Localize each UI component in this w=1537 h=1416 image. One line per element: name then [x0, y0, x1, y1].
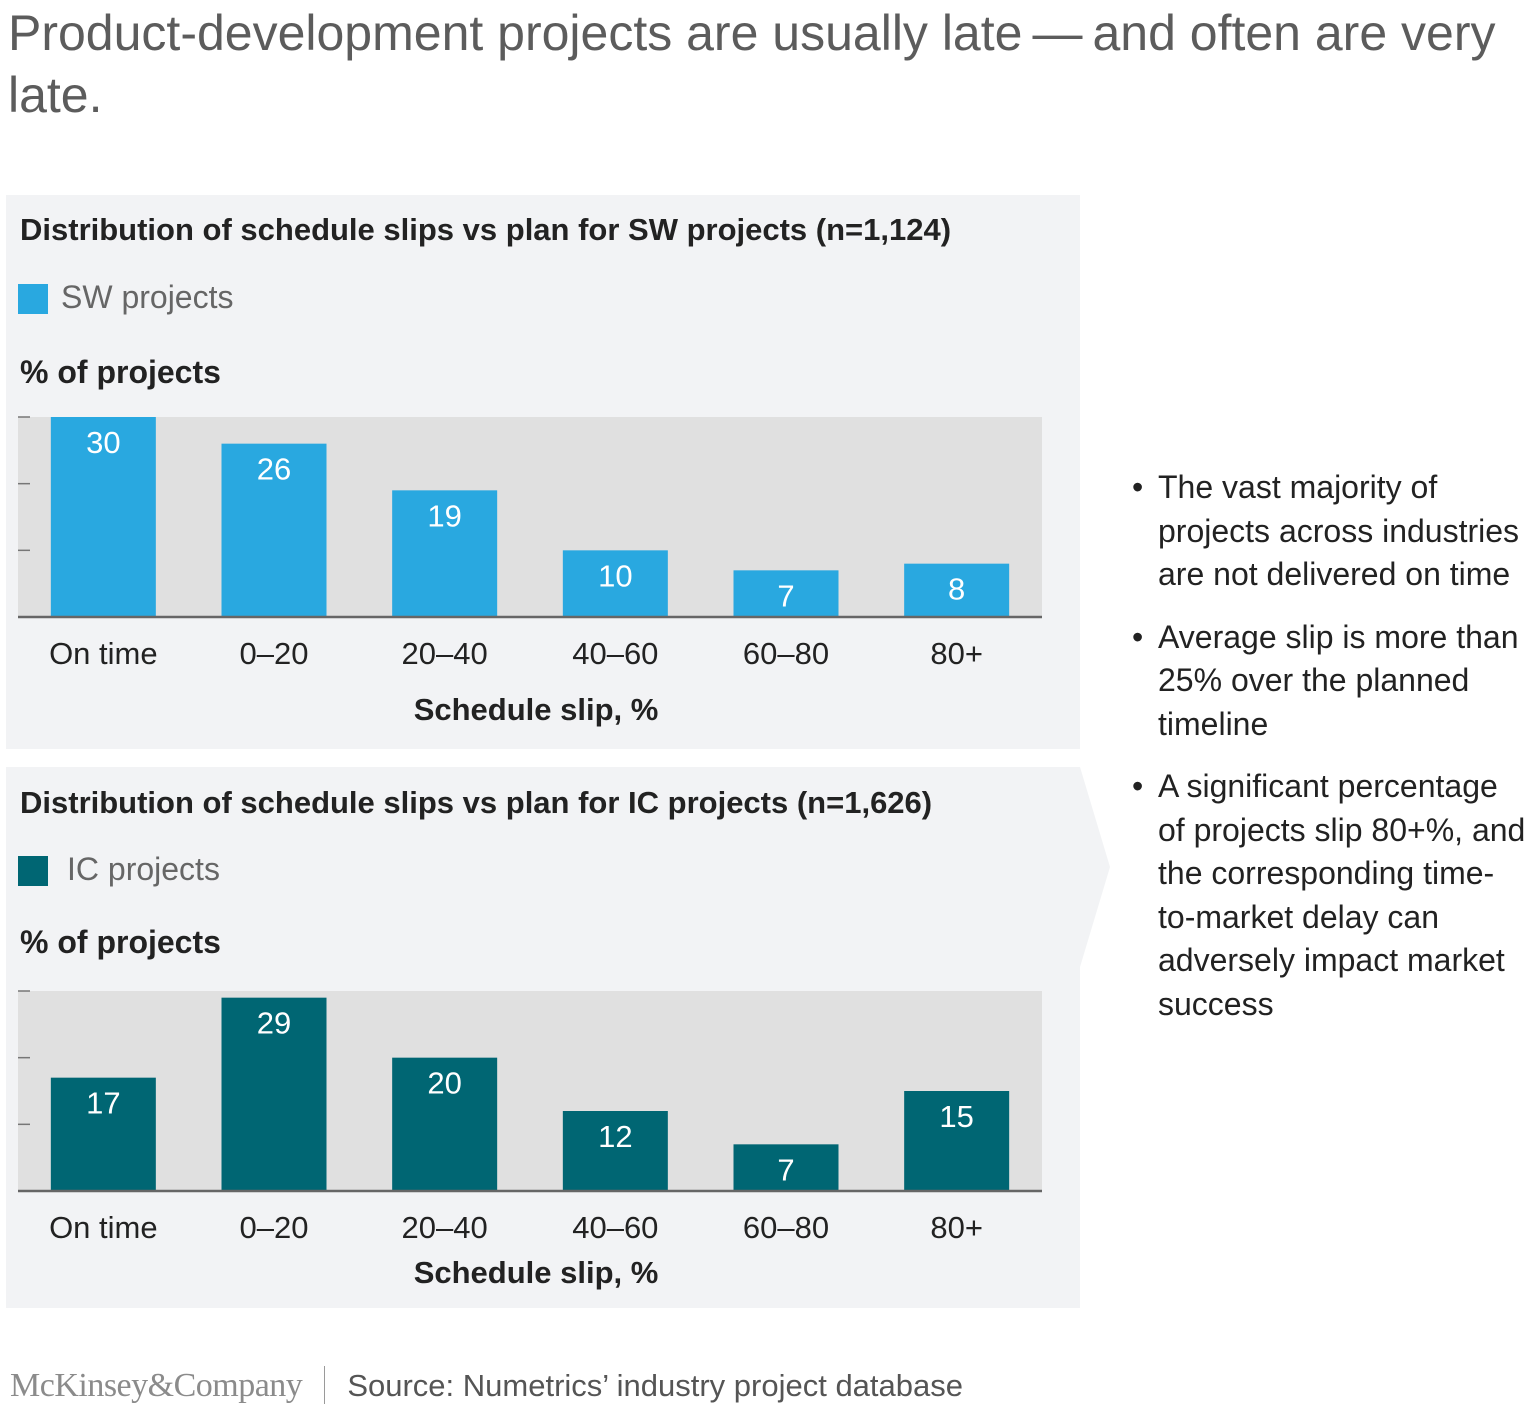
- ic-bar: [733, 1144, 839, 1191]
- sw-bar: [50, 417, 156, 617]
- sw-legend-label: SW projects: [61, 279, 234, 315]
- sw-chart-title: Distribution of schedule slips vs plan f…: [20, 212, 952, 247]
- takeaway-text: Average slip is more than 25% over the p…: [1158, 618, 1519, 742]
- company-logo: McKinsey&Company: [10, 1367, 303, 1404]
- takeaway-item: • The vast majority of projects across in…: [1132, 466, 1527, 597]
- sw-category-label: On time: [49, 636, 158, 671]
- sw-plot-area: [18, 417, 1042, 617]
- headline: Product-development projects are usually…: [8, 5, 1496, 123]
- sw-data-label: 10: [598, 558, 632, 593]
- bullet-dot: •: [1132, 469, 1144, 505]
- sw-x-axis-title: Schedule slip, %: [413, 692, 659, 727]
- sw-bar-chart: 30 On time 26 0–20 19 20–40 10 40–60 7 60–80 8 80+: [18, 416, 1042, 671]
- ic-chart-panel: Distribution of schedule slips vs plan f…: [6, 767, 1080, 1308]
- ic-category-label: 0–20: [240, 1210, 309, 1245]
- sw-y-axis-label: % of projects: [20, 354, 221, 390]
- source-note: Source: Numetrics’ industry project data…: [347, 1368, 963, 1403]
- sw-bar: [221, 443, 327, 617]
- footer: McKinsey&Company Source: Numetrics’ indus…: [10, 1366, 963, 1410]
- bullet-dot: •: [1132, 618, 1144, 655]
- ic-plot-area: [18, 991, 1042, 1191]
- sw-bar: [392, 490, 498, 617]
- takeaway-item: • A significant percentage of projects sl…: [1132, 765, 1527, 1026]
- ic-legend-label: IC projects: [67, 851, 220, 887]
- ic-data-label: 7: [777, 1152, 794, 1187]
- takeaway-text: The vast majority of projects across ind…: [1158, 469, 1520, 592]
- ic-bar: [562, 1111, 668, 1191]
- ic-data-label: 17: [86, 1086, 120, 1121]
- ic-y-axis-label: % of projects: [20, 924, 221, 960]
- ic-legend-swatch: [18, 856, 48, 886]
- takeaway-text: A significant percentage of projects sli…: [1158, 768, 1526, 1022]
- ic-bar: [392, 1057, 498, 1191]
- panel-arrow: [1080, 767, 1110, 967]
- ic-bar: [50, 1077, 156, 1191]
- footer-divider: [324, 1366, 326, 1404]
- ic-bar-chart: 17 On time 29 0–20 20 20–40 12 40–60 7 60–80 15 80+: [18, 990, 1042, 1245]
- ic-data-label: 12: [598, 1119, 632, 1154]
- ic-data-label: 20: [427, 1066, 461, 1101]
- sw-data-label: 26: [257, 452, 291, 487]
- sw-chart-panel: Distribution of schedule slips vs plan f…: [6, 195, 1080, 749]
- ic-bar: [221, 997, 327, 1191]
- ic-category-label: 80+: [930, 1210, 983, 1245]
- ic-chart-title: Distribution of schedule slips vs plan f…: [20, 785, 933, 820]
- key-takeaways-list: • The vast majority of projects across in…: [1132, 466, 1527, 1045]
- sw-bar: [562, 550, 668, 617]
- ic-bar: [904, 1091, 1010, 1191]
- ic-data-label: 15: [939, 1099, 973, 1134]
- ic-x-axis-title: Schedule slip, %: [413, 1255, 659, 1290]
- ic-category-label: 40–60: [572, 1210, 658, 1245]
- bullet-dot: •: [1132, 768, 1144, 804]
- sw-legend-swatch: [18, 284, 48, 314]
- sw-bar: [733, 570, 839, 617]
- ic-category-label: 60–80: [743, 1210, 829, 1245]
- sw-category-label: 0–20: [240, 636, 309, 671]
- ic-category-label: On time: [49, 1210, 158, 1245]
- takeaway-item: • Average slip is more than 25% over the …: [1132, 616, 1527, 747]
- sw-data-label: 19: [427, 498, 461, 533]
- sw-category-label: 80+: [930, 636, 983, 671]
- sw-category-label: 20–40: [402, 636, 488, 671]
- sw-bar: [904, 563, 1010, 617]
- sw-category-label: 40–60: [572, 636, 658, 671]
- sw-data-label: 8: [948, 572, 965, 607]
- sw-data-label: 7: [777, 578, 794, 613]
- sw-data-label: 30: [86, 425, 120, 460]
- ic-category-label: 20–40: [402, 1210, 488, 1245]
- ic-data-label: 29: [257, 1006, 291, 1041]
- sw-category-label: 60–80: [743, 636, 829, 671]
